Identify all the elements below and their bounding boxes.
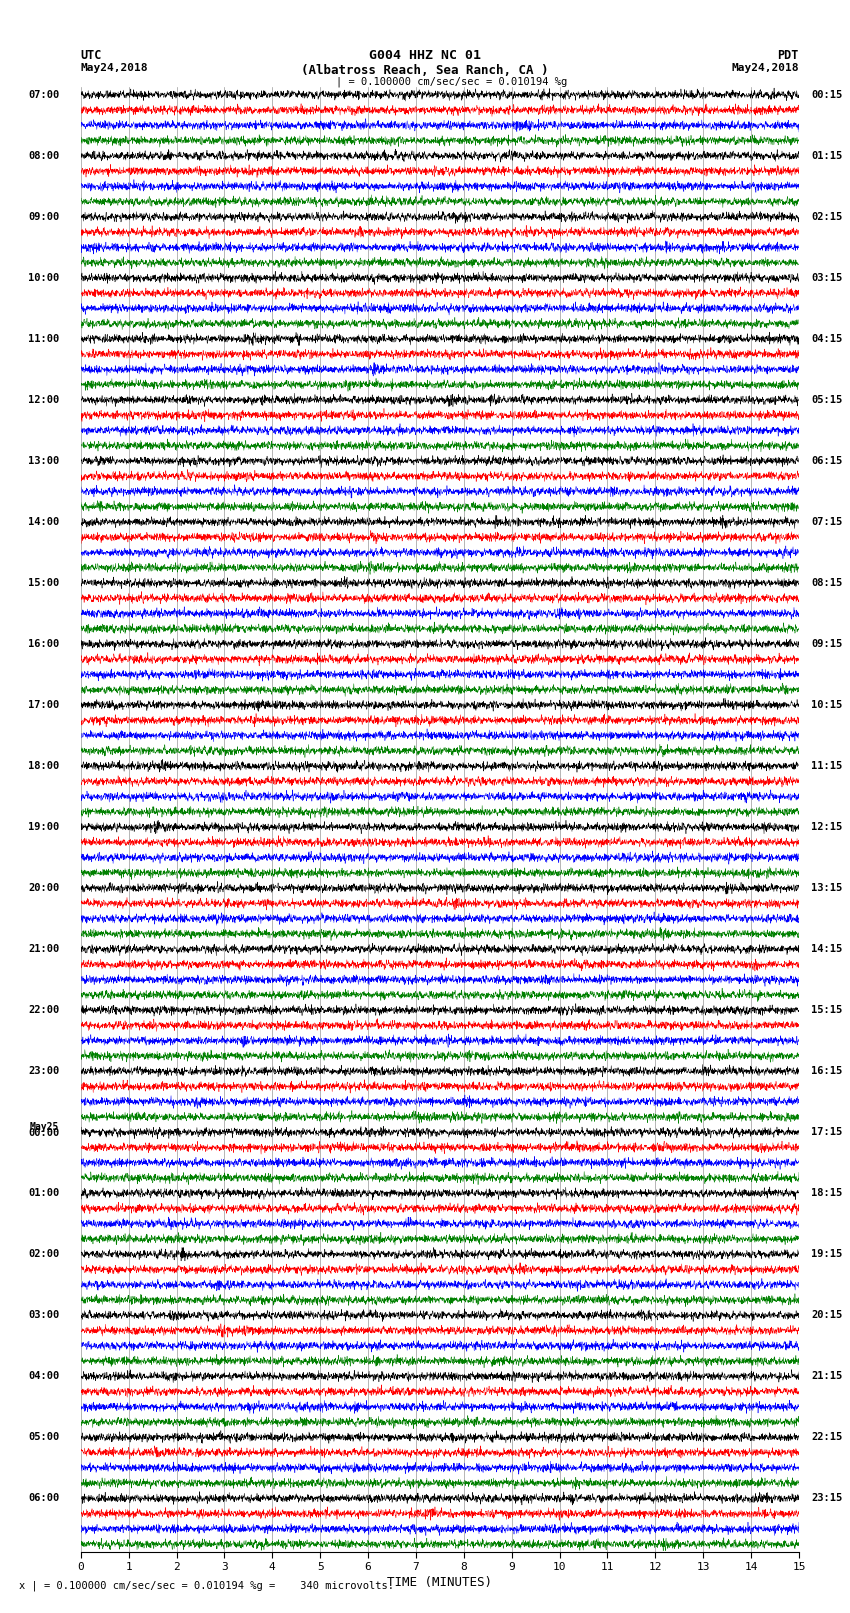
- Text: 08:15: 08:15: [811, 577, 842, 587]
- Text: 21:15: 21:15: [811, 1371, 842, 1381]
- Text: 11:00: 11:00: [28, 334, 60, 344]
- Text: 19:00: 19:00: [28, 823, 60, 832]
- Text: 21:00: 21:00: [28, 944, 60, 953]
- Text: 14:15: 14:15: [811, 944, 842, 953]
- Text: May24,2018: May24,2018: [732, 63, 799, 73]
- Text: 05:15: 05:15: [811, 395, 842, 405]
- Text: May24,2018: May24,2018: [81, 63, 148, 73]
- Text: 03:15: 03:15: [811, 273, 842, 282]
- Text: 10:15: 10:15: [811, 700, 842, 710]
- Text: May25: May25: [30, 1121, 60, 1132]
- Text: 22:00: 22:00: [28, 1005, 60, 1015]
- Text: | = 0.100000 cm/sec/sec = 0.010194 %g: | = 0.100000 cm/sec/sec = 0.010194 %g: [336, 77, 567, 87]
- Text: 17:00: 17:00: [28, 700, 60, 710]
- Text: 14:00: 14:00: [28, 516, 60, 527]
- Text: 04:15: 04:15: [811, 334, 842, 344]
- Text: 16:15: 16:15: [811, 1066, 842, 1076]
- Text: 15:15: 15:15: [811, 1005, 842, 1015]
- Text: 01:00: 01:00: [28, 1189, 60, 1198]
- Text: 23:15: 23:15: [811, 1494, 842, 1503]
- Text: 18:00: 18:00: [28, 761, 60, 771]
- Text: 13:00: 13:00: [28, 456, 60, 466]
- Text: 20:00: 20:00: [28, 882, 60, 894]
- Text: 06:15: 06:15: [811, 456, 842, 466]
- Text: G004 HHZ NC 01: G004 HHZ NC 01: [369, 50, 481, 63]
- Text: 01:15: 01:15: [811, 150, 842, 161]
- Text: 20:15: 20:15: [811, 1310, 842, 1319]
- Text: 06:00: 06:00: [28, 1494, 60, 1503]
- Text: 10:00: 10:00: [28, 273, 60, 282]
- Text: 23:00: 23:00: [28, 1066, 60, 1076]
- Text: (Albatross Reach, Sea Ranch, CA ): (Albatross Reach, Sea Ranch, CA ): [301, 65, 549, 77]
- Text: 12:15: 12:15: [811, 823, 842, 832]
- Text: 00:15: 00:15: [811, 90, 842, 100]
- Text: 09:00: 09:00: [28, 211, 60, 221]
- Text: 11:15: 11:15: [811, 761, 842, 771]
- Text: UTC: UTC: [81, 50, 102, 63]
- Text: 00:00: 00:00: [28, 1127, 60, 1137]
- Text: 17:15: 17:15: [811, 1127, 842, 1137]
- Text: 22:15: 22:15: [811, 1432, 842, 1442]
- Text: 07:15: 07:15: [811, 516, 842, 527]
- Text: 09:15: 09:15: [811, 639, 842, 648]
- Text: PDT: PDT: [778, 50, 799, 63]
- X-axis label: TIME (MINUTES): TIME (MINUTES): [388, 1576, 492, 1589]
- Text: 19:15: 19:15: [811, 1248, 842, 1260]
- Text: 18:15: 18:15: [811, 1189, 842, 1198]
- Text: 08:00: 08:00: [28, 150, 60, 161]
- Text: 04:00: 04:00: [28, 1371, 60, 1381]
- Text: 12:00: 12:00: [28, 395, 60, 405]
- Text: 15:00: 15:00: [28, 577, 60, 587]
- Text: 03:00: 03:00: [28, 1310, 60, 1319]
- Text: 07:00: 07:00: [28, 90, 60, 100]
- Text: 05:00: 05:00: [28, 1432, 60, 1442]
- Text: 13:15: 13:15: [811, 882, 842, 894]
- Text: x | = 0.100000 cm/sec/sec = 0.010194 %g =    340 microvolts.: x | = 0.100000 cm/sec/sec = 0.010194 %g …: [19, 1581, 394, 1592]
- Text: 02:15: 02:15: [811, 211, 842, 221]
- Text: 02:00: 02:00: [28, 1248, 60, 1260]
- Text: 16:00: 16:00: [28, 639, 60, 648]
